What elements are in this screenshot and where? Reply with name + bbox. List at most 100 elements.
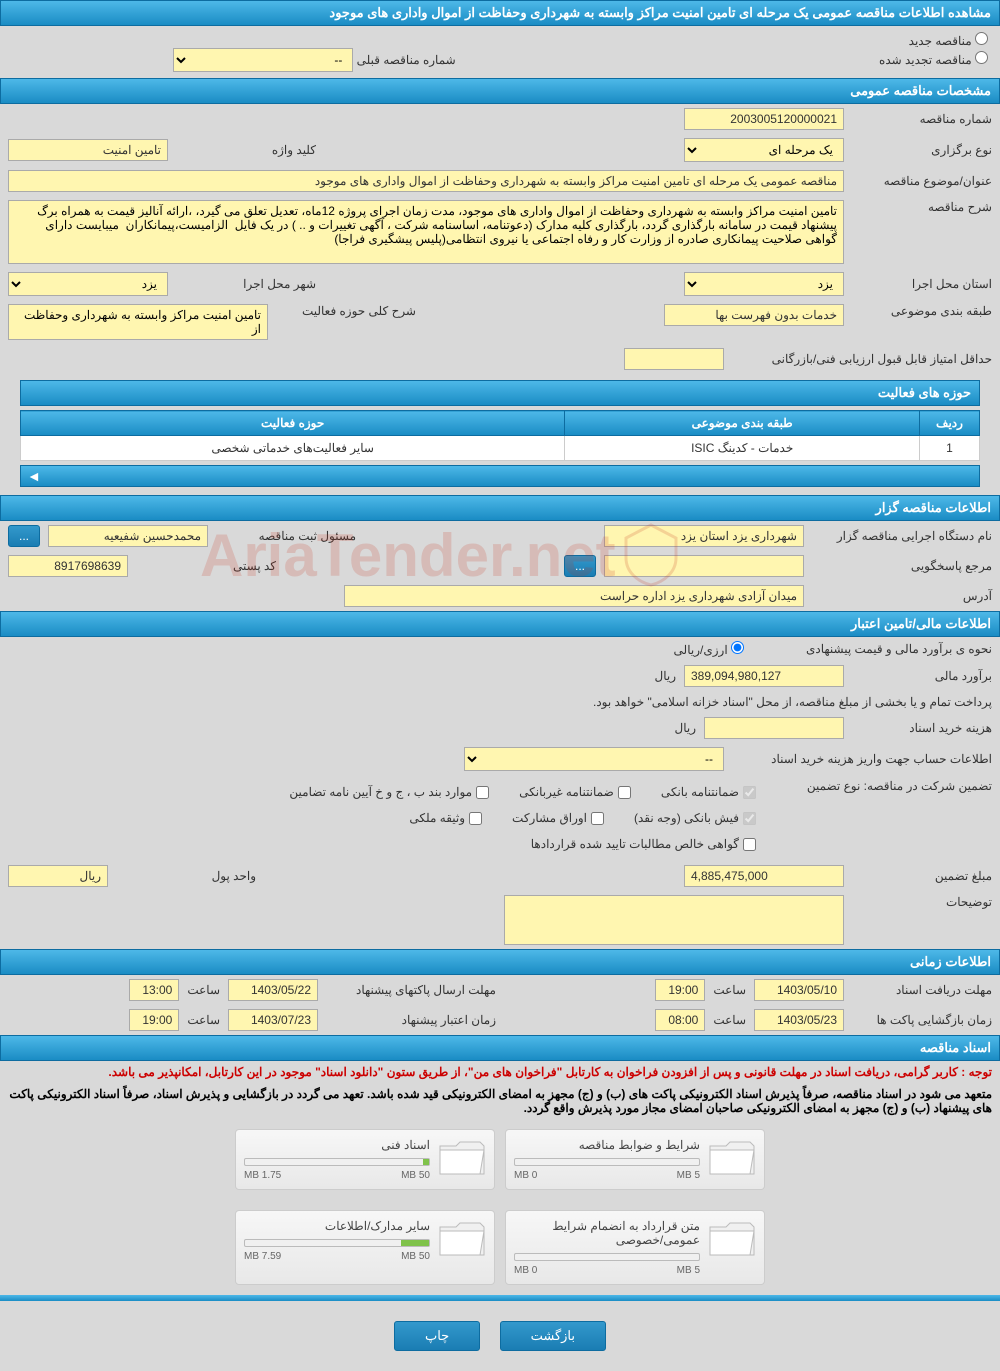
province-select[interactable]: یزد xyxy=(684,272,844,296)
doc-title: اسناد فنی xyxy=(244,1138,430,1152)
doc-note-red: توجه : کاربر گرامی، دریافت اسناد در مهلت… xyxy=(0,1061,1000,1083)
city-select[interactable]: یزد xyxy=(8,272,168,296)
type-label: نوع برگزاری xyxy=(852,143,992,157)
cell: سایر فعالیت‌های خدماتی شخصی xyxy=(21,436,565,461)
print-button[interactable]: چاپ xyxy=(394,1321,480,1351)
section-holder: اطلاعات مناقصه گزار xyxy=(0,495,1000,521)
desc-textarea[interactable]: تامین امنیت مراکز وابسته به شهرداری وحفا… xyxy=(8,200,844,264)
doc-cap: 5 MB xyxy=(677,1170,700,1181)
doc-note-black: متعهد می شود در اسناد مناقصه، صرفاً پذیر… xyxy=(0,1083,1000,1119)
purchase-cost-unit: ریال xyxy=(674,721,696,735)
cell: 1 xyxy=(920,436,980,461)
subject-label: عنوان/موضوع مناقصه xyxy=(852,174,992,188)
doc-cards-row1: شرایط و ضوابط مناقصه 5 MB 0 MB اسناد فنی … xyxy=(0,1119,1000,1200)
doc-deadline-date: 1403/05/10 xyxy=(754,979,844,1001)
pager-arrow-icon[interactable]: ◄ xyxy=(27,468,41,484)
folder-icon xyxy=(708,1138,756,1178)
resp-field xyxy=(604,555,804,577)
time-label4: ساعت xyxy=(187,1013,220,1027)
doc-used: 0 MB xyxy=(514,1170,537,1181)
col-classify: طبقه بندی موضوعی xyxy=(565,411,920,436)
account-select[interactable]: -- xyxy=(464,747,724,771)
keyword-field: تامین امنیت xyxy=(8,139,168,161)
cb-bank-receipt[interactable]: فیش بانکی (وجه نقد) xyxy=(634,811,756,825)
progress-bar xyxy=(514,1158,700,1166)
zip-field: 8917698639 xyxy=(8,555,128,577)
open-date: 1403/05/23 xyxy=(754,1009,844,1031)
currency-unit-label: واحد پول xyxy=(116,869,256,883)
progress-bar xyxy=(514,1253,700,1261)
time-label2: ساعت xyxy=(187,983,220,997)
type-select[interactable]: یک مرحله ای xyxy=(684,138,844,162)
scope-desc-textarea[interactable]: تامین امنیت مراکز وابسته به شهرداری وحفا… xyxy=(8,304,268,340)
resp-label: مرجع پاسخگویی xyxy=(812,559,992,573)
section-financial: اطلاعات مالی/تامین اعتبار xyxy=(0,611,1000,637)
cell: خدمات - کدینگ ISIC xyxy=(565,436,920,461)
doc-used: 7.59 MB xyxy=(244,1251,281,1262)
table-row: 1 خدمات - کدینگ ISIC سایر فعالیت‌های خدم… xyxy=(21,436,980,461)
radio-renewed-label: مناقصه تجدید شده xyxy=(879,53,972,67)
prev-tender-select[interactable]: -- xyxy=(173,48,353,72)
time-label: ساعت xyxy=(713,983,746,997)
open-time: 08:00 xyxy=(655,1009,705,1031)
city-label: شهر محل اجرا xyxy=(176,277,316,291)
tender-no-label: شماره مناقصه xyxy=(852,112,992,126)
radio-new-tender[interactable]: مناقصه جدید xyxy=(909,34,988,48)
doc-cap: 50 MB xyxy=(401,1170,430,1181)
section-general: مشخصات مناقصه عمومی xyxy=(0,78,1000,104)
reg-person-more-button[interactable]: ... xyxy=(8,525,40,547)
currency-unit-field: ریال xyxy=(8,865,108,887)
progress-bar xyxy=(244,1158,430,1166)
cb-property[interactable]: وثیقه ملکی xyxy=(409,811,482,825)
cb-regulation[interactable]: موارد بند ب ، ج و خ آیین نامه تضامین xyxy=(289,785,489,799)
estimate-label: برآورد مالی xyxy=(852,669,992,683)
doc-cards-row2: متن قرارداد به انضمام شرایط عمومی/خصوصی … xyxy=(0,1200,1000,1295)
bid-deadline-date: 1403/05/22 xyxy=(228,979,318,1001)
doc-cap: 50 MB xyxy=(401,1251,430,1262)
desc-label: شرح مناقصه xyxy=(852,200,992,214)
doc-card[interactable]: متن قرارداد به انضمام شرایط عمومی/خصوصی … xyxy=(505,1210,765,1285)
col-row: ردیف xyxy=(920,411,980,436)
prev-tender-label: شماره مناقصه قبلی xyxy=(357,53,456,67)
resp-more-button[interactable]: ... xyxy=(564,555,596,577)
province-label: استان محل اجرا xyxy=(852,277,992,291)
doc-title: شرایط و ضوابط مناقصه xyxy=(514,1138,700,1152)
cb-bonds[interactable]: اوراق مشارکت xyxy=(512,811,604,825)
cb-net-claims[interactable]: گواهی خالص مطالبات تاييد شده قراردادها xyxy=(531,837,756,851)
classify-label: طبقه بندی موضوعی xyxy=(852,304,992,318)
doc-card[interactable]: سایر مدارک/اطلاعات 50 MB 7.59 MB xyxy=(235,1210,495,1285)
folder-icon xyxy=(438,1138,486,1178)
purchase-cost-label: هزینه خرید اسناد xyxy=(852,721,992,735)
cb-non-bank[interactable]: ضمانتنامه غیربانکی xyxy=(519,785,631,799)
zip-label: کد پستی xyxy=(136,559,276,573)
currency-radio[interactable]: ارزی/ریالی xyxy=(674,641,744,657)
validity-time: 19:00 xyxy=(129,1009,179,1031)
subject-field: مناقصه عمومی یک مرحله ای تامین امنیت مرا… xyxy=(8,170,844,192)
guarantee-amount-label: مبلغ تضمین xyxy=(852,869,992,883)
guarantee-type-label: تضمین شرکت در مناقصه: نوع تضمین xyxy=(772,779,992,793)
address-field: میدان آزادی شهرداری یزد اداره حراست xyxy=(344,585,804,607)
section-timing: اطلاعات زمانی xyxy=(0,949,1000,975)
keyword-label: کلید واژه xyxy=(176,143,316,157)
doc-used: 1.75 MB xyxy=(244,1170,281,1181)
estimate-unit: ریال xyxy=(654,669,676,683)
doc-card[interactable]: شرایط و ضوابط مناقصه 5 MB 0 MB xyxy=(505,1129,765,1190)
bid-deadline-label: مهلت ارسال پاکتهای پیشنهاد xyxy=(326,983,496,997)
doc-deadline-time: 19:00 xyxy=(655,979,705,1001)
method-label: نحوه ی برآورد مالی و قیمت پیشنهادی xyxy=(752,642,992,656)
reg-person-label: مسئول ثبت مناقصه xyxy=(216,529,356,543)
time-label3: ساعت xyxy=(713,1013,746,1027)
validity-date: 1403/07/23 xyxy=(228,1009,318,1031)
table-pager: ◄ xyxy=(20,465,980,487)
section-documents: اسناد مناقصه xyxy=(0,1035,1000,1061)
notes-textarea[interactable] xyxy=(504,895,844,945)
doc-used: 0 MB xyxy=(514,1265,537,1276)
back-button[interactable]: بازگشت xyxy=(500,1321,606,1351)
doc-title: سایر مدارک/اطلاعات xyxy=(244,1219,430,1233)
cb-bank-guarantee[interactable]: ضمانتنامه بانکی xyxy=(661,785,756,799)
doc-card[interactable]: اسناد فنی 50 MB 1.75 MB xyxy=(235,1129,495,1190)
radio-renewed-tender[interactable]: مناقصه تجدید شده xyxy=(879,53,988,67)
reg-person-field: محمدحسین شفیعیه xyxy=(48,525,208,547)
min-score-field xyxy=(624,348,724,370)
min-score-label: حداقل امتیاز قابل قبول ارزیابی فنی/بازرگ… xyxy=(732,352,992,366)
